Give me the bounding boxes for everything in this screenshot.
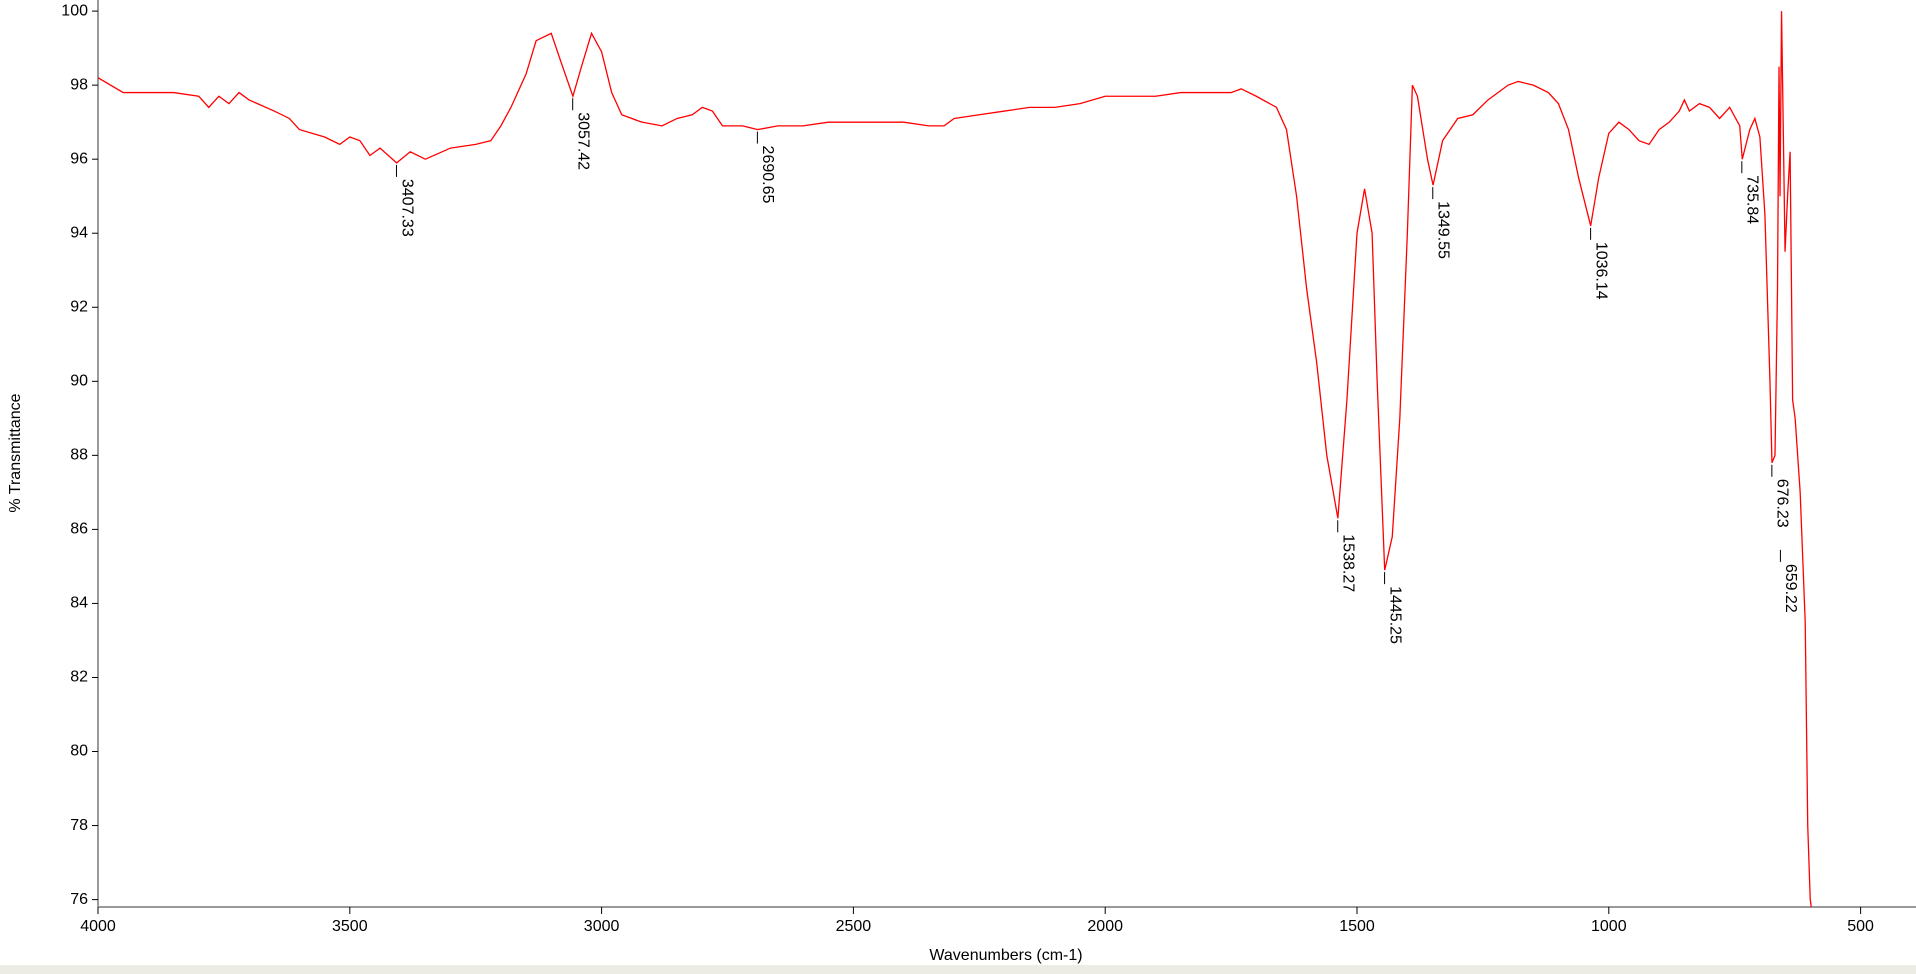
peak-label: 1036.14 — [1592, 242, 1609, 300]
peak-label: 3407.33 — [398, 179, 415, 237]
x-tick-label: 1000 — [1591, 918, 1627, 935]
spectrum-line — [98, 11, 1812, 907]
peak-label: 1349.55 — [1435, 201, 1452, 259]
peak-label: 3057.42 — [574, 112, 591, 170]
x-tick-label: 2000 — [1087, 918, 1123, 935]
y-tick-label: 80 — [70, 743, 88, 760]
y-tick-label: 94 — [70, 224, 88, 241]
x-tick-label: 500 — [1847, 918, 1874, 935]
y-tick-label: 86 — [70, 521, 88, 538]
x-tick-label: 3500 — [332, 918, 368, 935]
x-tick-label: 4000 — [80, 918, 116, 935]
status-strip — [0, 965, 1916, 974]
y-tick-label: 84 — [70, 595, 88, 612]
y-tick-label: 88 — [70, 447, 88, 464]
y-axis-label: % Transmittance — [7, 393, 24, 512]
y-tick-label: 98 — [70, 76, 88, 93]
peak-label: 659.22 — [1782, 564, 1799, 613]
peak-label: 735.84 — [1744, 175, 1761, 224]
peak-label: 2690.65 — [759, 146, 776, 204]
y-tick-label: 96 — [70, 150, 88, 167]
peak-label: 1538.27 — [1339, 534, 1356, 592]
peak-label: 1445.25 — [1386, 586, 1403, 644]
y-tick-label: 76 — [70, 891, 88, 908]
y-tick-label: 78 — [70, 817, 88, 834]
x-tick-label: 1500 — [1339, 918, 1375, 935]
x-tick-label: 3000 — [584, 918, 620, 935]
x-axis-label: Wavenumbers (cm-1) — [929, 947, 1082, 964]
peak-label: 676.23 — [1774, 479, 1791, 528]
y-tick-label: 92 — [70, 298, 88, 315]
y-tick-label: 100 — [61, 2, 88, 19]
y-tick-label: 90 — [70, 373, 88, 390]
x-tick-label: 2500 — [836, 918, 872, 935]
plot-area — [98, 11, 1812, 907]
y-tick-label: 82 — [70, 669, 88, 686]
